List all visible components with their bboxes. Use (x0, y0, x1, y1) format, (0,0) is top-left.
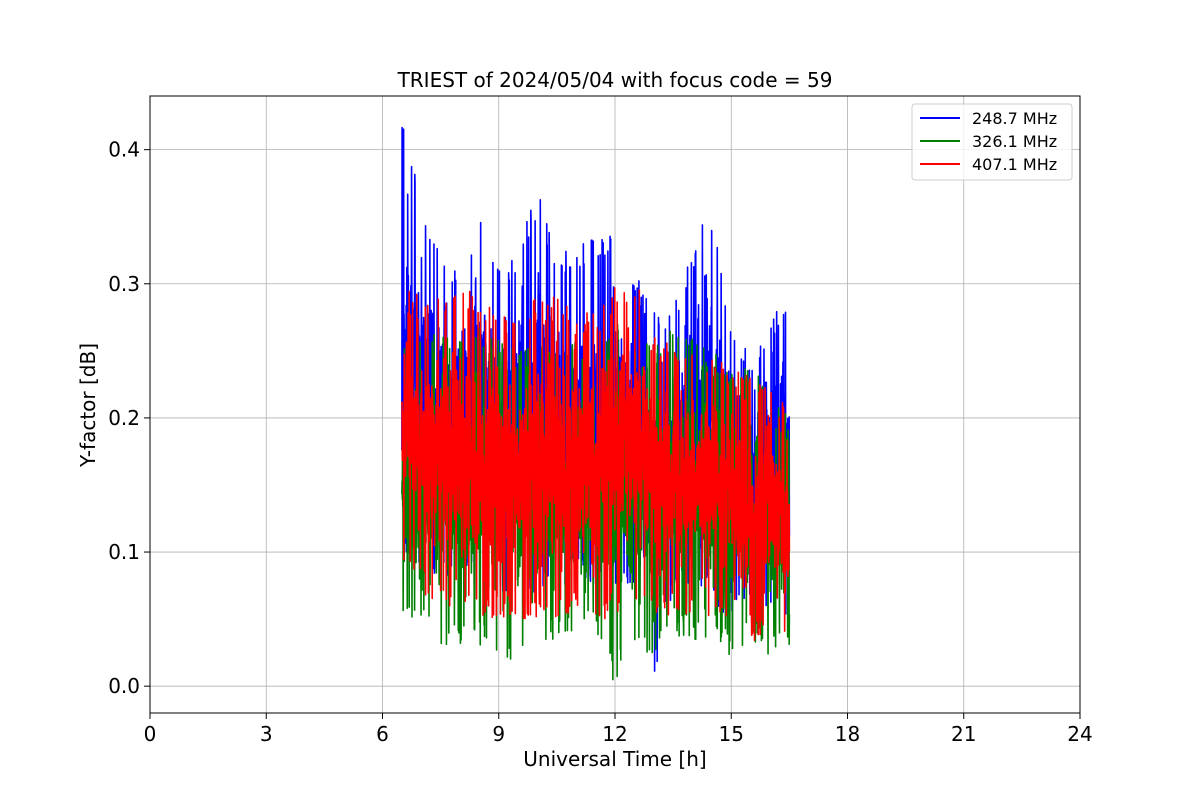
x-tick-label: 9 (492, 722, 505, 746)
legend-label-2: 326.1 MHz (972, 132, 1057, 151)
series-layer (401, 126, 791, 681)
x-tick-label: 3 (260, 722, 273, 746)
x-tick-label: 24 (1067, 722, 1092, 746)
x-tick-label: 0 (144, 722, 157, 746)
x-tick-label: 21 (951, 722, 976, 746)
chart-title: TRIEST of 2024/05/04 with focus code = 5… (397, 68, 833, 92)
legend-label-3: 407.1 MHz (972, 155, 1057, 174)
ticks: 0 3 6 9 12 15 18 21 24 0.0 0.1 0.2 0.3 0.4 (108, 138, 1093, 746)
y-tick-label: 0.2 (108, 406, 140, 430)
series-line-3 (401, 287, 791, 641)
y-axis-label: Y-factor [dB] (76, 343, 100, 468)
x-axis-label: Universal Time [h] (523, 747, 706, 771)
legend-frame (911, 103, 1073, 181)
x-tick-label: 12 (602, 722, 627, 746)
x-tick-label: 15 (719, 722, 744, 746)
legend: 248.7 MHz 326.1 MHz 407.1 MHz (911, 103, 1073, 181)
y-tick-label: 0.3 (108, 272, 140, 296)
x-tick-label: 6 (376, 722, 389, 746)
x-tick-label: 18 (835, 722, 860, 746)
y-tick-label: 0.1 (108, 540, 140, 564)
y-tick-label: 0.0 (108, 674, 140, 698)
y-tick-label: 0.4 (108, 138, 140, 162)
legend-label-1: 248.7 MHz (972, 109, 1057, 128)
